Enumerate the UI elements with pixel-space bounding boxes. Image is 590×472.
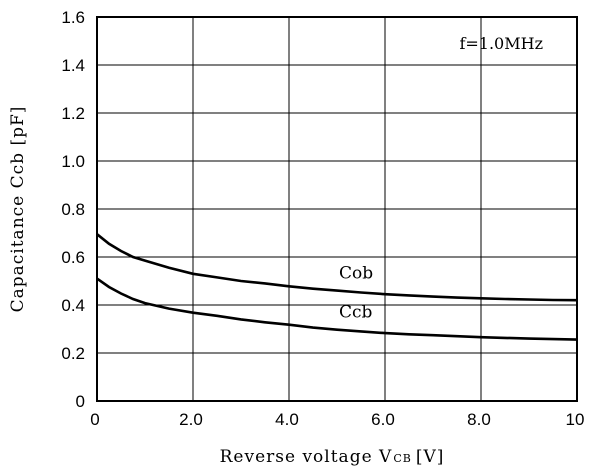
series-label-cob: Cob (339, 264, 373, 284)
x-tick-label: 0 (90, 410, 99, 429)
x-tick-label: 6.0 (371, 410, 395, 429)
series-line-cob (96, 233, 578, 302)
y-tick-label: 1.6 (61, 8, 85, 27)
y-tick-label: 0.6 (61, 248, 85, 267)
plot-frame (96, 16, 578, 402)
x-tick-labels: 0 2.0 4.0 6.0 8.0 10 (90, 410, 584, 429)
series-labels: Cob Ccb (339, 264, 373, 323)
y-tick-label: 0.4 (61, 296, 85, 315)
x-tick-label: 10 (566, 410, 585, 429)
grid-lines (97, 17, 577, 401)
y-tick-label: 0.8 (61, 200, 85, 219)
x-axis-title-subscript: CB (393, 452, 412, 465)
series-line-ccb (96, 277, 578, 341)
x-tick-label: 8.0 (467, 410, 491, 429)
y-tick-label: 0.2 (61, 344, 85, 363)
x-tick-label: 2.0 (179, 410, 203, 429)
x-axis-title: Reverse voltage VCB [V] (220, 447, 445, 467)
x-axis-title-unit: [V] (416, 447, 445, 467)
x-tick-label: 4.0 (275, 410, 299, 429)
y-tick-label: 0 (76, 392, 85, 411)
y-tick-labels: 0 0.2 0.4 0.6 0.8 1.0 1.2 1.4 1.6 (61, 8, 85, 411)
frequency-annotation: f=1.0MHz (459, 34, 543, 53)
y-axis-title: Capacitance Ccb [pF] (8, 106, 28, 313)
x-axis-title-main: Reverse voltage V (220, 447, 393, 467)
series-label-ccb: Ccb (339, 303, 373, 323)
y-tick-label: 1.4 (61, 56, 85, 75)
y-tick-label: 1.2 (61, 104, 85, 123)
data-curves (96, 233, 578, 341)
y-tick-label: 1.0 (61, 152, 85, 171)
